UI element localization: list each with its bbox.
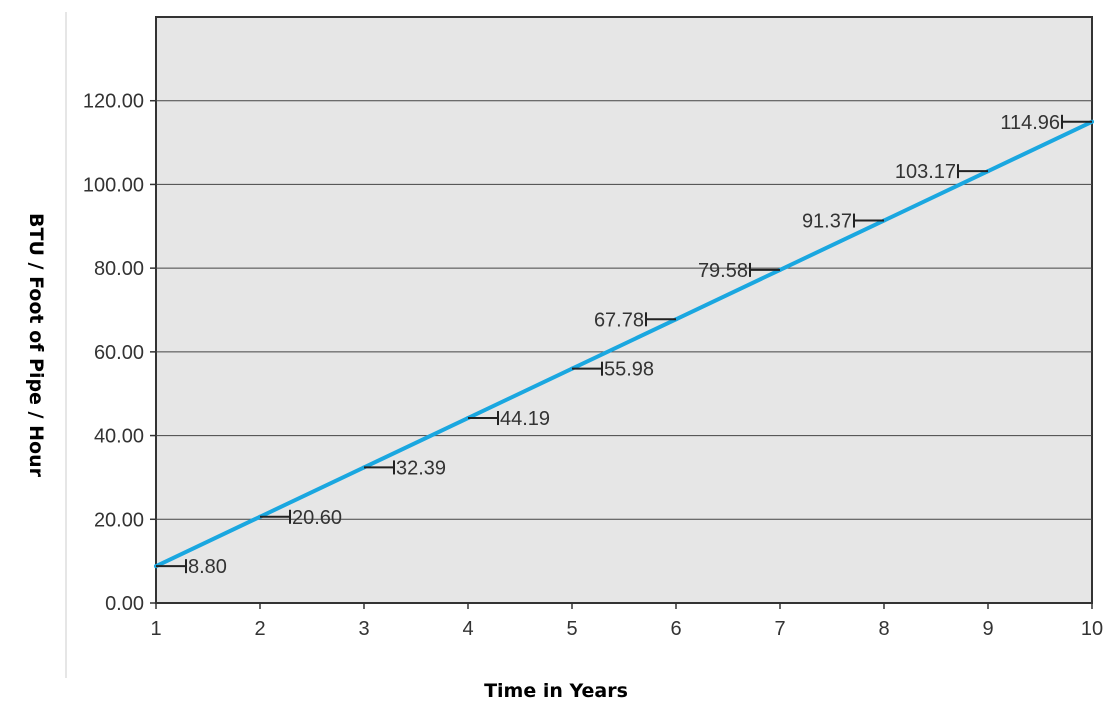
plot-area (155, 16, 1093, 604)
x-tick-label: 10 (1081, 618, 1103, 640)
y-tick-label: 80.00 (94, 258, 144, 280)
x-tick-label: 6 (670, 618, 681, 640)
data-label: 32.39 (396, 457, 446, 479)
x-tick-label: 3 (358, 618, 369, 640)
data-label: 20.60 (292, 507, 342, 529)
y-tick-label: 20.00 (94, 509, 144, 531)
y-tick-label: 100.00 (83, 174, 144, 196)
x-tick-label: 5 (566, 618, 577, 640)
data-label: 103.17 (895, 161, 956, 183)
data-label: 8.80 (188, 556, 227, 578)
y-tick-label: 120.00 (83, 91, 144, 113)
x-tick-label: 9 (982, 618, 993, 640)
data-label: 55.98 (604, 359, 654, 381)
data-label: 79.58 (698, 260, 748, 282)
x-tick-label: 7 (774, 618, 785, 640)
data-label: 67.78 (594, 309, 644, 331)
data-label: 91.37 (802, 211, 852, 233)
y-axis: 0.00 20.00 40.00 60.00 80.00 100.00 120.00 (83, 91, 156, 615)
x-tick-label: 2 (254, 618, 265, 640)
y-tick-label: 40.00 (94, 426, 144, 448)
data-label: 44.19 (500, 408, 550, 430)
x-tick-label: 1 (150, 618, 161, 640)
data-label: 114.96 (1000, 112, 1060, 134)
y-tick-label: 60.00 (94, 342, 144, 364)
data-labels: 8.80 20.60 32.39 44.19 55.98 67.78 79.58 91.37 1… (156, 112, 1092, 578)
x-tick-label: 4 (462, 618, 473, 640)
x-axis-title: Time in Years (484, 680, 628, 702)
gridlines (156, 100, 1092, 520)
x-axis: 1 2 3 4 5 6 7 8 9 10 (150, 603, 1103, 640)
y-tick-label: 0.00 (105, 593, 144, 615)
x-tick-label: 8 (878, 618, 889, 640)
y-axis-title: BTU / Foot of Pipe / Hour (25, 213, 47, 478)
series-line (154, 119, 1094, 569)
